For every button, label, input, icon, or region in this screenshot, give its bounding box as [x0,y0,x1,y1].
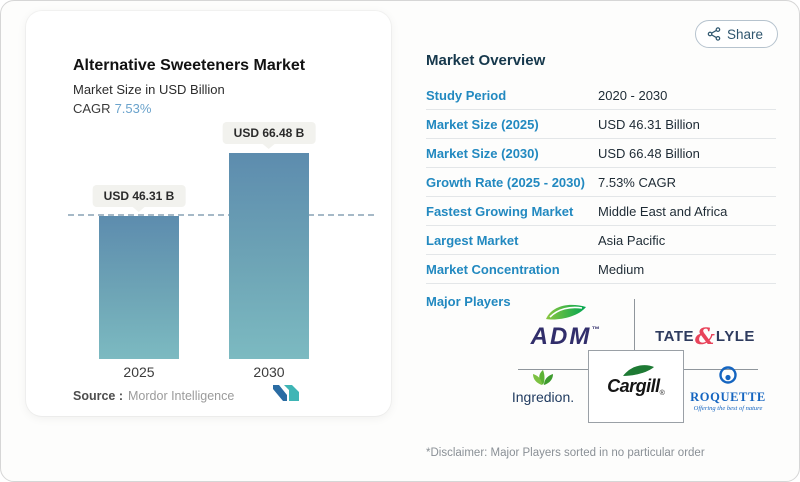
bar-chart: USD 46.31 B 2025 USD 66.48 B 2030 [46,114,376,380]
roquette-globe-icon [719,366,737,384]
bar-value-callout: USD 66.48 B [222,122,316,144]
grid-divider [518,369,588,370]
table-row-market-size-2030: Market Size (2030) USD 66.48 Billion [426,139,776,168]
row-value: 2020 - 2030 [598,87,668,103]
ingredion-logo: Ingredion. [498,370,588,405]
table-row-study-period: Study Period 2020 - 2030 [426,81,776,110]
row-label: Market Concentration [426,261,560,277]
roquette-tagline: Offering the best of nature [693,405,763,412]
bar-2030[interactable] [229,153,309,359]
row-label: Study Period [426,87,507,103]
table-row-market-concentration: Market Concentration Medium [426,255,776,284]
x-tick-2030: 2030 [253,364,285,380]
disclaimer-text: *Disclaimer: Major Players sorted in no … [426,447,705,459]
table-row-fastest-growing-market: Fastest Growing Market Middle East and A… [426,197,776,226]
row-label: Growth Rate (2025 - 2030) [426,174,585,190]
row-label: Market Size (2030) [426,145,539,161]
reference-dashed-line [68,214,374,216]
bar-2025[interactable] [99,216,179,359]
table-row-market-size-2025: Market Size (2025) USD 46.31 Billion [426,110,776,139]
grid-divider [684,369,758,370]
overview-heading: Market Overview [426,52,546,69]
cagr-value: 7.53% [114,101,152,116]
adm-leaf-icon [546,304,586,320]
row-label: Fastest Growing Market [426,203,574,219]
share-icon [707,27,721,41]
chart-title: Alternative Sweeteners Market [73,57,306,74]
row-label: Largest Market [426,232,519,248]
row-value: Medium [598,261,645,277]
cargill-logo: Cargill® [607,365,665,397]
table-row-largest-market: Largest Market Asia Pacific [426,226,776,255]
cargill-logo-card: Cargill® [588,350,684,423]
row-value: Asia Pacific [598,232,666,248]
cagr-label: CAGR [73,101,111,116]
chart-subtitle: Market Size in USD Billion [73,82,225,97]
source-value: Mordor Intelligence [128,389,235,403]
x-tick-2025: 2025 [123,364,155,380]
mordor-intelligence-logo-icon [273,385,299,406]
bar-value-callout: USD 46.31 B [92,185,186,207]
bar-value-label-2025: USD 46.31 B [92,185,186,207]
row-value: Middle East and Africa [598,203,728,219]
source-label: Source : [73,389,124,403]
share-label: Share [727,26,764,42]
share-button[interactable]: Share [695,20,779,48]
grid-divider [634,299,635,350]
major-players-grid: ADM™ TATE&LYLE Cargill® Ingredion. [498,296,773,423]
row-value: USD 46.31 Billion [598,116,700,132]
overview-table: Study Period 2020 - 2030 Market Size (20… [426,81,776,284]
tate-lyle-logo: TATE&LYLE [655,324,755,350]
source-attribution: Source : Mordor Intelligence [73,389,234,403]
tate-ampersand: & [695,324,715,350]
adm-logo: ADM™ [508,302,624,349]
row-value: 7.53% CAGR [598,174,677,190]
bar-value-label-2030: USD 66.48 B [222,122,316,144]
market-chart-card: Alternative Sweeteners Market Market Siz… [26,11,391,416]
major-players-heading: Major Players [426,294,511,309]
row-label: Market Size (2025) [426,116,539,132]
cargill-leaf-icon [621,363,655,382]
table-row-growth-rate: Growth Rate (2025 - 2030) 7.53% CAGR [426,168,776,197]
row-value: USD 66.48 Billion [598,145,700,161]
ingredion-leaf-icon [533,370,553,385]
chart-cagr: CAGR 7.53% [73,101,151,116]
roquette-logo: ROQUETTE Offering the best of nature [688,366,768,412]
